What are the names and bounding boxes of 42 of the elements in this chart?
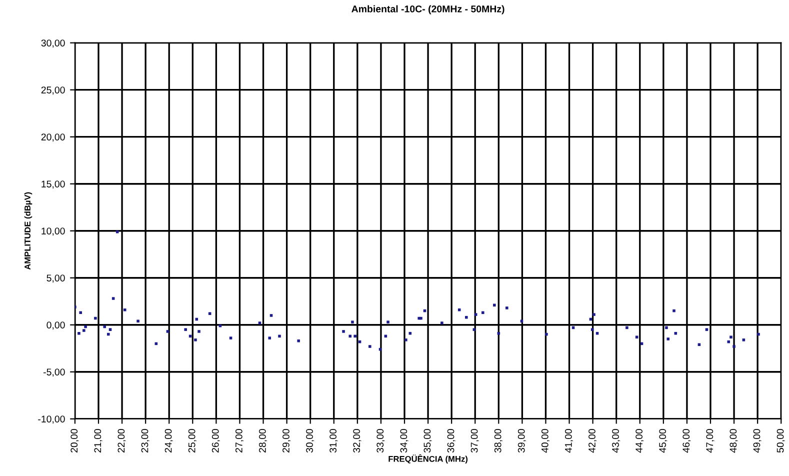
x-tick-label: 36,00: [447, 428, 456, 453]
x-tick-label: 37,00: [470, 428, 479, 453]
y-tick-label: 25,00: [41, 86, 65, 95]
x-tick-label: 45,00: [659, 428, 668, 453]
x-tick-label: 43,00: [612, 428, 620, 453]
x-tick-label: 48,00: [730, 428, 738, 453]
x-tick-label: 23,00: [141, 428, 150, 452]
x-tick-label: 31,00: [330, 428, 338, 453]
x-tick-label: 27,00: [235, 428, 244, 452]
chart-title: Ambiental -10C- (20MHz - 50MHz): [352, 5, 504, 14]
x-tick-label: 49,00: [753, 428, 762, 453]
x-tick-label: 29,00: [282, 428, 291, 452]
x-tick-label: 32,00: [353, 428, 362, 453]
y-tick-label: 20,00: [41, 134, 65, 142]
x-axis-title: FREQÜÊNCIA (MHz): [388, 454, 468, 464]
x-tick-label: 30,00: [306, 428, 314, 453]
y-tick-label: 30,00: [41, 40, 65, 48]
x-tick-label: 40,00: [541, 428, 550, 453]
x-tick-label: 28,00: [258, 428, 268, 452]
x-tick-label: 34,00: [400, 428, 408, 453]
x-tick-label: 25,00: [188, 428, 196, 452]
y-tick-label: 10,00: [42, 228, 65, 236]
y-tick-label: -10,00: [38, 416, 65, 424]
x-tick-label: 35,00: [424, 428, 432, 453]
x-tick-label: 44,00: [636, 428, 644, 453]
x-tick-label: 38,00: [494, 428, 502, 453]
x-tick-label: 22,00: [118, 428, 126, 452]
x-tick-label: 41,00: [564, 428, 574, 453]
x-tick-label: 39,00: [518, 428, 526, 453]
x-tick-label: 47,00: [706, 428, 714, 453]
x-tick-label: 33,00: [376, 428, 385, 453]
x-tick-label: 21,00: [94, 428, 102, 452]
x-tick-label: 46,00: [682, 428, 691, 453]
y-tick-label: 15,00: [42, 180, 65, 189]
y-tick-label: -5,00: [44, 368, 65, 377]
x-tick-label: 26,00: [212, 428, 220, 452]
x-tick-label: 42,00: [588, 428, 597, 453]
x-tick-label: 50,00: [776, 428, 785, 453]
y-tick-label: 5,00: [46, 274, 65, 283]
y-tick-label: 0,00: [46, 322, 65, 330]
y-axis-title: AMPLITUDE (dBµV): [24, 192, 32, 270]
x-tick-label: 24,00: [164, 428, 173, 452]
